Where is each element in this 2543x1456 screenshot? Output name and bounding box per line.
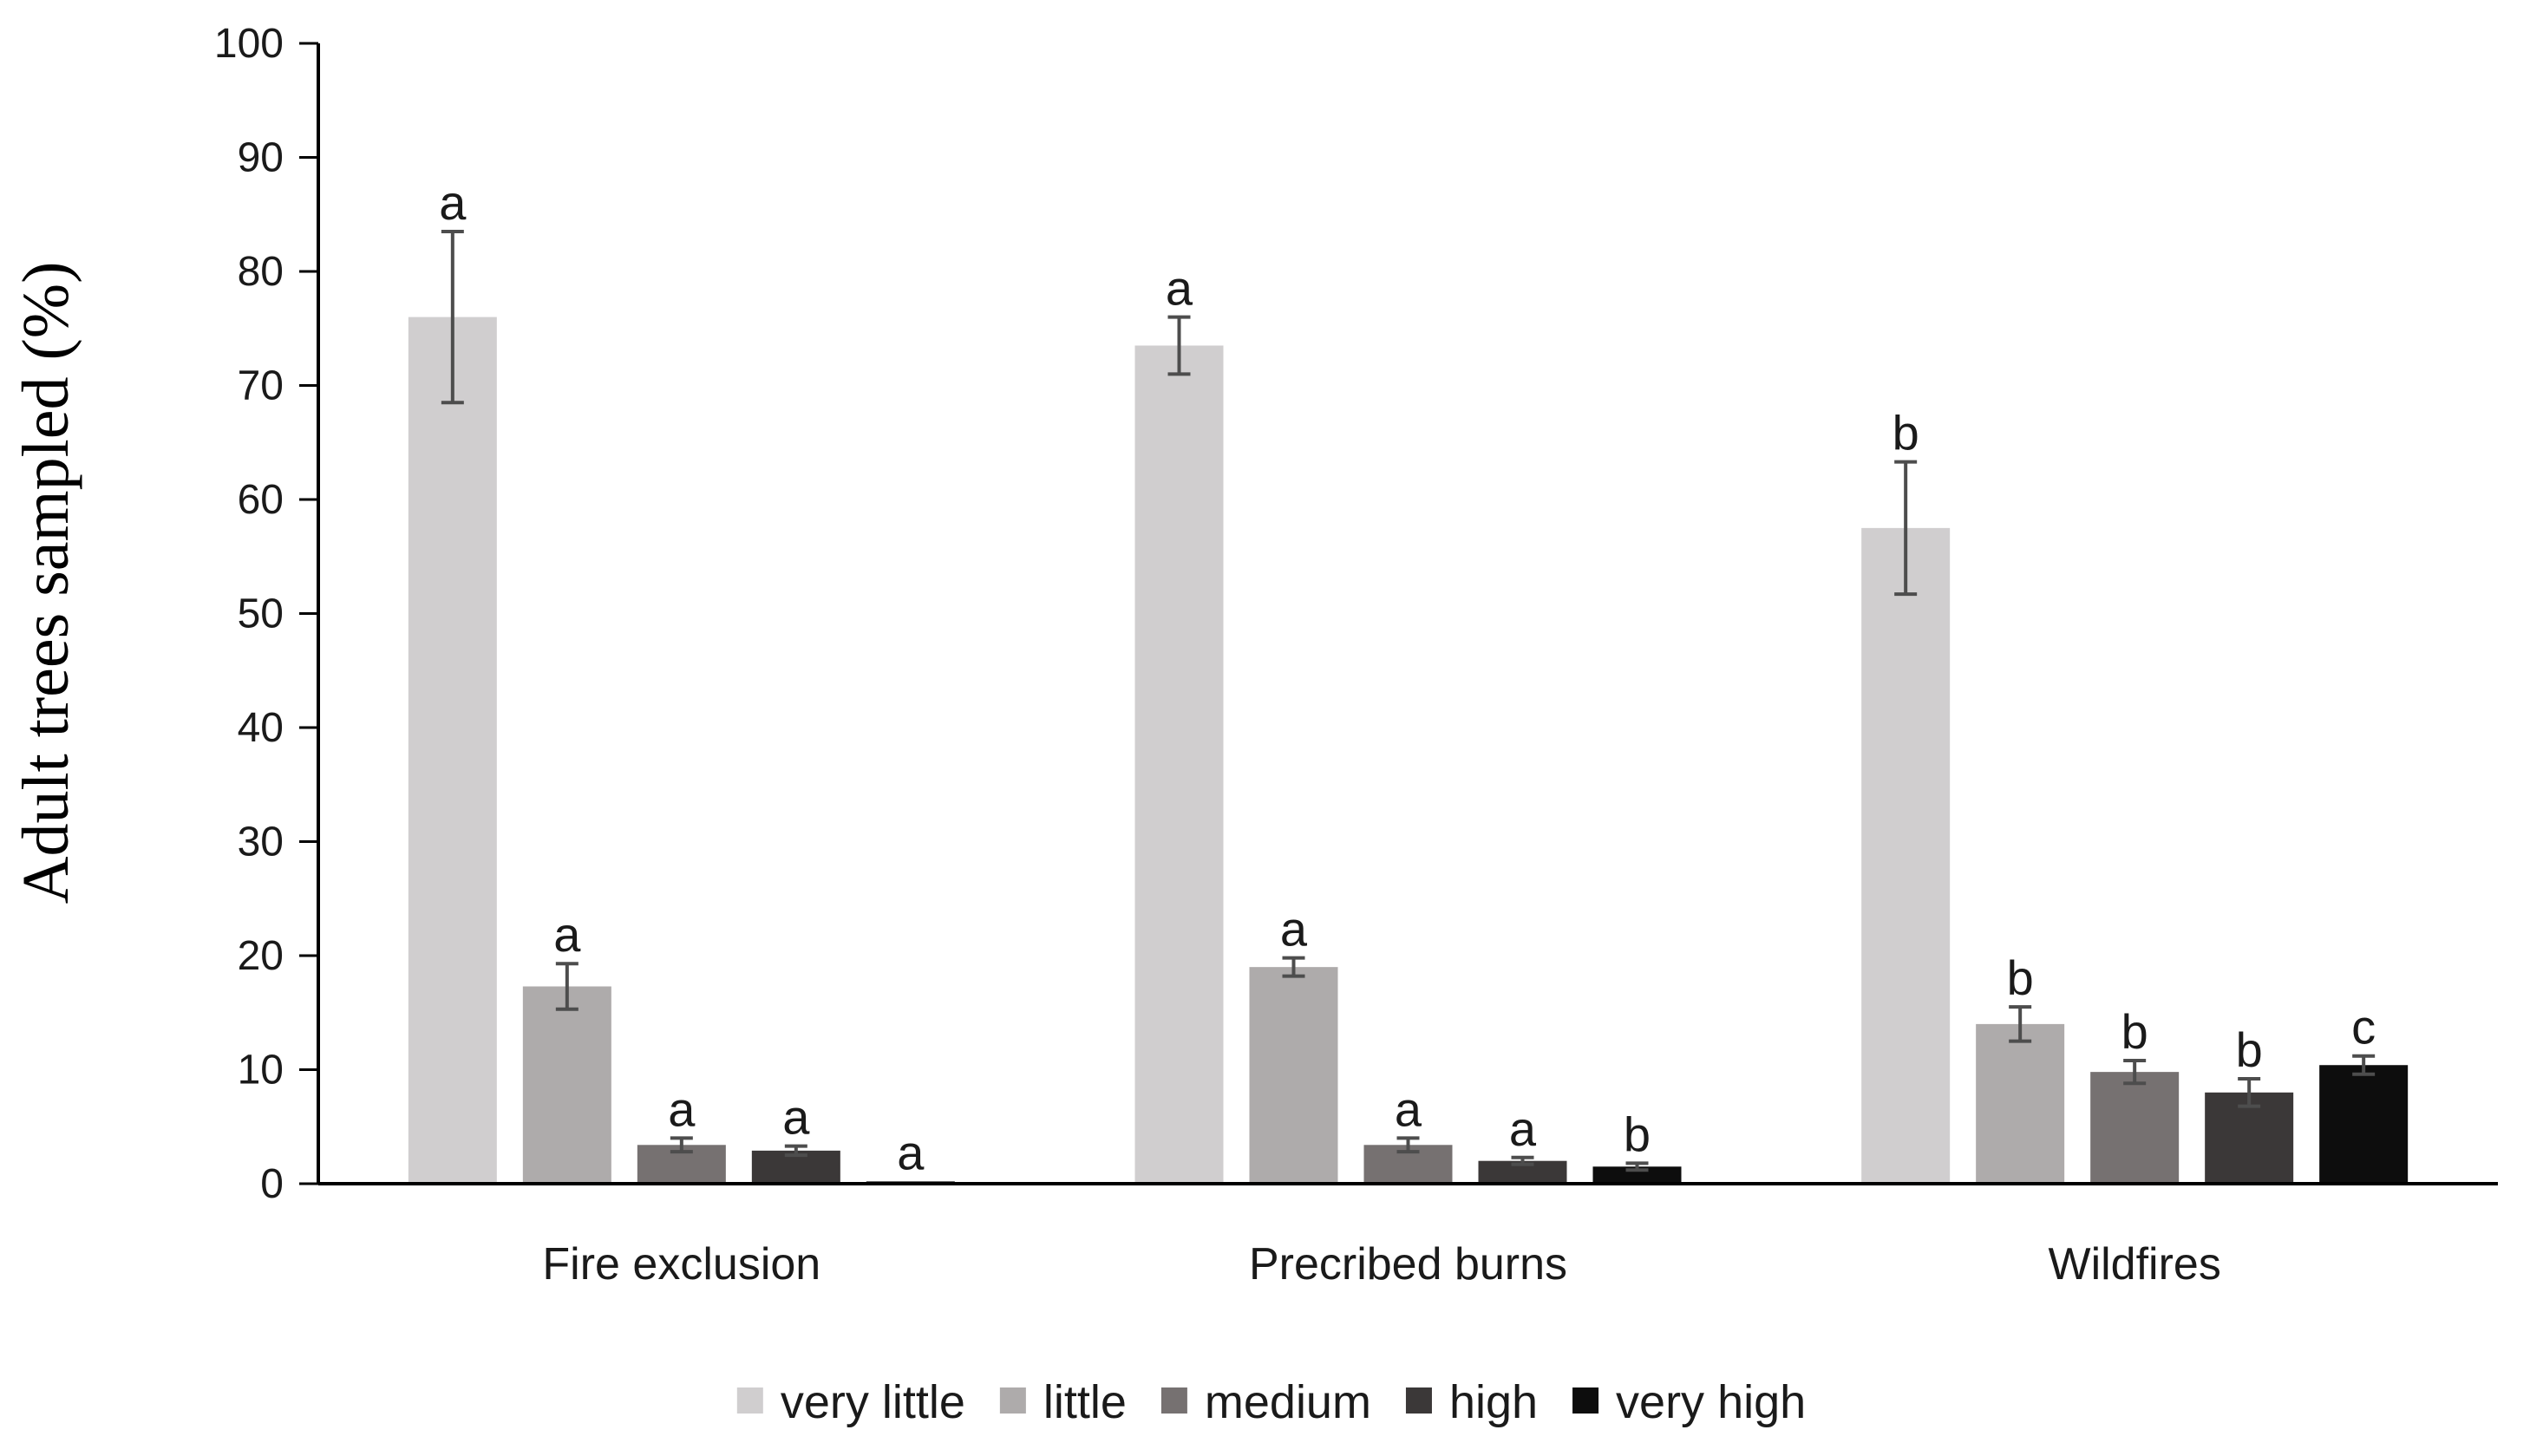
significance-label: c [2351, 1000, 2376, 1054]
bar [1976, 1023, 2065, 1184]
significance-label: a [1280, 902, 1308, 957]
legend-swatch [1160, 1387, 1187, 1414]
y-axis: 0 10 20 30 40 50 60 70 80 90 100 [214, 21, 320, 1207]
significance-label: a [553, 907, 581, 962]
y-tick-label: 80 [238, 249, 284, 295]
bar [408, 317, 497, 1185]
y-tick-label: 30 [238, 819, 284, 865]
y-tick-label: 20 [238, 933, 284, 979]
y-tick-label: 90 [238, 135, 284, 181]
bar [1134, 345, 1224, 1185]
significance-label: a [897, 1125, 925, 1179]
significance-label: b [2007, 950, 2034, 1005]
bar [2090, 1072, 2180, 1184]
y-tick-label: 50 [238, 591, 284, 637]
x-tick-label: Fire exclusion [542, 1239, 820, 1290]
legend-label: medium [1205, 1376, 1371, 1428]
legend-label: very high [1616, 1376, 1806, 1428]
x-tick-label: Wildfires [2048, 1239, 2220, 1290]
y-tick-label: 40 [238, 705, 284, 751]
significance-label: a [668, 1081, 696, 1136]
y-tick-label: 60 [238, 477, 284, 523]
significance-label: b [1893, 406, 1919, 460]
bar [522, 986, 611, 1184]
bar [2319, 1065, 2409, 1184]
bar [1249, 967, 1338, 1184]
legend-label: very little [781, 1376, 965, 1428]
legend: very little little medium high very high [736, 1376, 1806, 1428]
legend-label: little [1043, 1376, 1127, 1428]
bar [1592, 1166, 1682, 1184]
significance-label: b [2236, 1022, 2263, 1077]
x-axis: Fire exclusion Precribed burns Wildfires [318, 1182, 2498, 1290]
significance-label: a [1166, 261, 1193, 316]
y-axis-title: Adult trees sampled (%) [10, 262, 82, 904]
x-tick-label: Precribed burns [1249, 1239, 1567, 1290]
legend-swatch [1405, 1387, 1432, 1414]
legend-label: high [1449, 1376, 1538, 1428]
y-tick-label: 10 [238, 1048, 284, 1094]
significance-label: b [2121, 1004, 2148, 1059]
significance-label: a [1395, 1081, 1422, 1136]
significance-label: b [1624, 1107, 1651, 1161]
legend-swatch [1572, 1387, 1599, 1414]
significance-label: a [782, 1090, 810, 1145]
legend-swatch [999, 1387, 1026, 1414]
y-tick-label: 0 [260, 1161, 284, 1207]
legend-swatch [736, 1387, 763, 1414]
bars: a a a a a a a a a b b b b b c [408, 175, 2409, 1185]
y-tick-label: 100 [214, 21, 284, 67]
y-tick-label: 70 [238, 363, 284, 409]
significance-label: a [1509, 1101, 1537, 1156]
bar [1861, 527, 1951, 1184]
significance-label: a [439, 175, 467, 230]
